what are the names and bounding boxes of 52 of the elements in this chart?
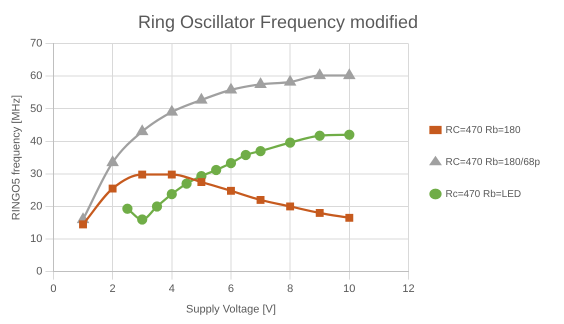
point [227, 186, 235, 195]
point [197, 178, 206, 186]
point [168, 170, 176, 178]
point [226, 158, 236, 168]
y-axis-title: RINGO5 frequency [MHz] [10, 94, 23, 220]
point [196, 94, 207, 104]
y-tick-label: 70 [30, 38, 42, 50]
x-axis-title: Supply Voltage [V] [186, 303, 276, 316]
x-tick-label: 4 [168, 283, 175, 296]
point [344, 130, 354, 140]
point [108, 184, 117, 192]
point [345, 214, 354, 222]
legend-label: RC=470 Rb=180 [445, 124, 521, 136]
point [285, 137, 296, 148]
point [314, 69, 326, 80]
point [107, 156, 118, 166]
point [137, 214, 148, 225]
point [181, 178, 192, 189]
x-tick-label: 12 [402, 283, 415, 296]
x-tick-label: 8 [287, 283, 294, 296]
point [138, 170, 146, 178]
point [152, 201, 162, 212]
point [166, 106, 178, 116]
point [226, 84, 236, 94]
point [79, 220, 87, 228]
point [286, 202, 294, 210]
point [255, 146, 266, 156]
x-tick-label: 6 [228, 283, 234, 296]
point [284, 76, 296, 86]
y-tick-label: 50 [30, 102, 42, 115]
y-tick-label: 10 [30, 233, 42, 246]
point [166, 188, 177, 200]
x-tick-label: 0 [50, 283, 56, 296]
legend-label: Rc=470 Rb=LED [445, 188, 522, 200]
y-tick-label: 60 [30, 70, 42, 82]
point [240, 150, 251, 160]
point [316, 209, 324, 217]
point [314, 130, 325, 141]
x-tick-label: 2 [110, 283, 116, 296]
point [344, 69, 355, 80]
y-tick-label: 40 [30, 135, 42, 148]
point [255, 78, 266, 88]
point [136, 125, 148, 136]
point [256, 196, 264, 204]
chart-title: Ring Oscillator Frequency modified [138, 12, 418, 32]
legend-label: RC=470 Rb=180/68p [445, 156, 540, 168]
point [211, 164, 222, 176]
y-tick-label: 20 [30, 200, 42, 212]
y-tick-label: 30 [30, 168, 42, 180]
x-tick-label: 10 [343, 283, 356, 296]
point [122, 204, 133, 214]
y-tick-label: 0 [36, 266, 42, 278]
